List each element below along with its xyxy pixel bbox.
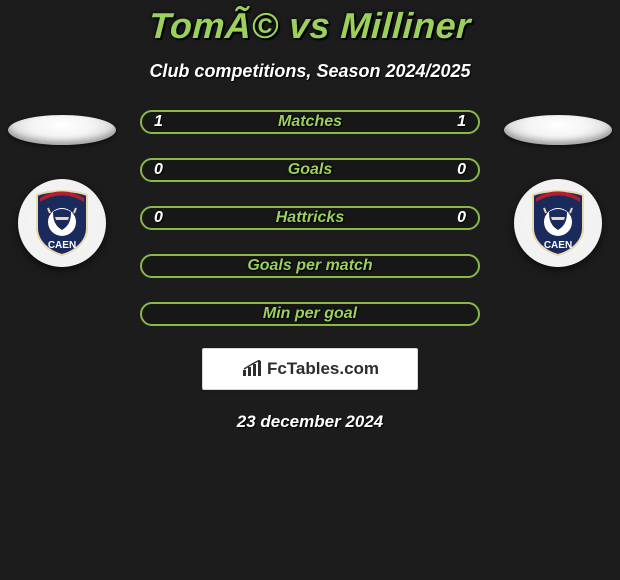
stat-label: Min per goal bbox=[263, 305, 357, 323]
stat-left-value: 1 bbox=[154, 113, 163, 131]
comparison-panel: CAEN CAEN bbox=[0, 110, 620, 326]
stat-right-value: 1 bbox=[457, 113, 466, 131]
stat-right-value: 0 bbox=[457, 209, 466, 227]
player-right-club-badge: CAEN bbox=[514, 179, 602, 267]
stat-label: Goals per match bbox=[247, 257, 372, 275]
player-left-column: CAEN bbox=[8, 110, 116, 267]
stat-row-min-per-goal: Min per goal bbox=[140, 302, 480, 326]
badge-right-text: CAEN bbox=[544, 240, 572, 251]
subtitle: Club competitions, Season 2024/2025 bbox=[149, 61, 470, 82]
date-label: 23 december 2024 bbox=[237, 412, 384, 432]
page-title: TomÃ© vs Milliner bbox=[148, 5, 472, 47]
stat-row-goals-per-match: Goals per match bbox=[140, 254, 480, 278]
player-left-club-badge: CAEN bbox=[18, 179, 106, 267]
attribution-text: FcTables.com bbox=[267, 359, 379, 379]
bar-chart-icon bbox=[241, 360, 263, 378]
stat-row-hattricks: 0 Hattricks 0 bbox=[140, 206, 480, 230]
stat-label: Hattricks bbox=[276, 209, 344, 227]
player-left-avatar-placeholder bbox=[8, 115, 116, 145]
attribution-box[interactable]: FcTables.com bbox=[202, 348, 418, 390]
stat-row-goals: 0 Goals 0 bbox=[140, 158, 480, 182]
caen-shield-icon: CAEN bbox=[33, 190, 91, 256]
stat-right-value: 0 bbox=[457, 161, 466, 179]
stat-label: Goals bbox=[288, 161, 332, 179]
caen-shield-icon: CAEN bbox=[529, 190, 587, 256]
page: TomÃ© vs Milliner Club competitions, Sea… bbox=[0, 0, 620, 580]
stat-left-value: 0 bbox=[154, 161, 163, 179]
badge-left-text: CAEN bbox=[48, 240, 76, 251]
player-right-avatar-placeholder bbox=[504, 115, 612, 145]
stat-row-matches: 1 Matches 1 bbox=[140, 110, 480, 134]
stat-label: Matches bbox=[278, 113, 342, 131]
stat-left-value: 0 bbox=[154, 209, 163, 227]
player-right-column: CAEN bbox=[504, 110, 612, 267]
